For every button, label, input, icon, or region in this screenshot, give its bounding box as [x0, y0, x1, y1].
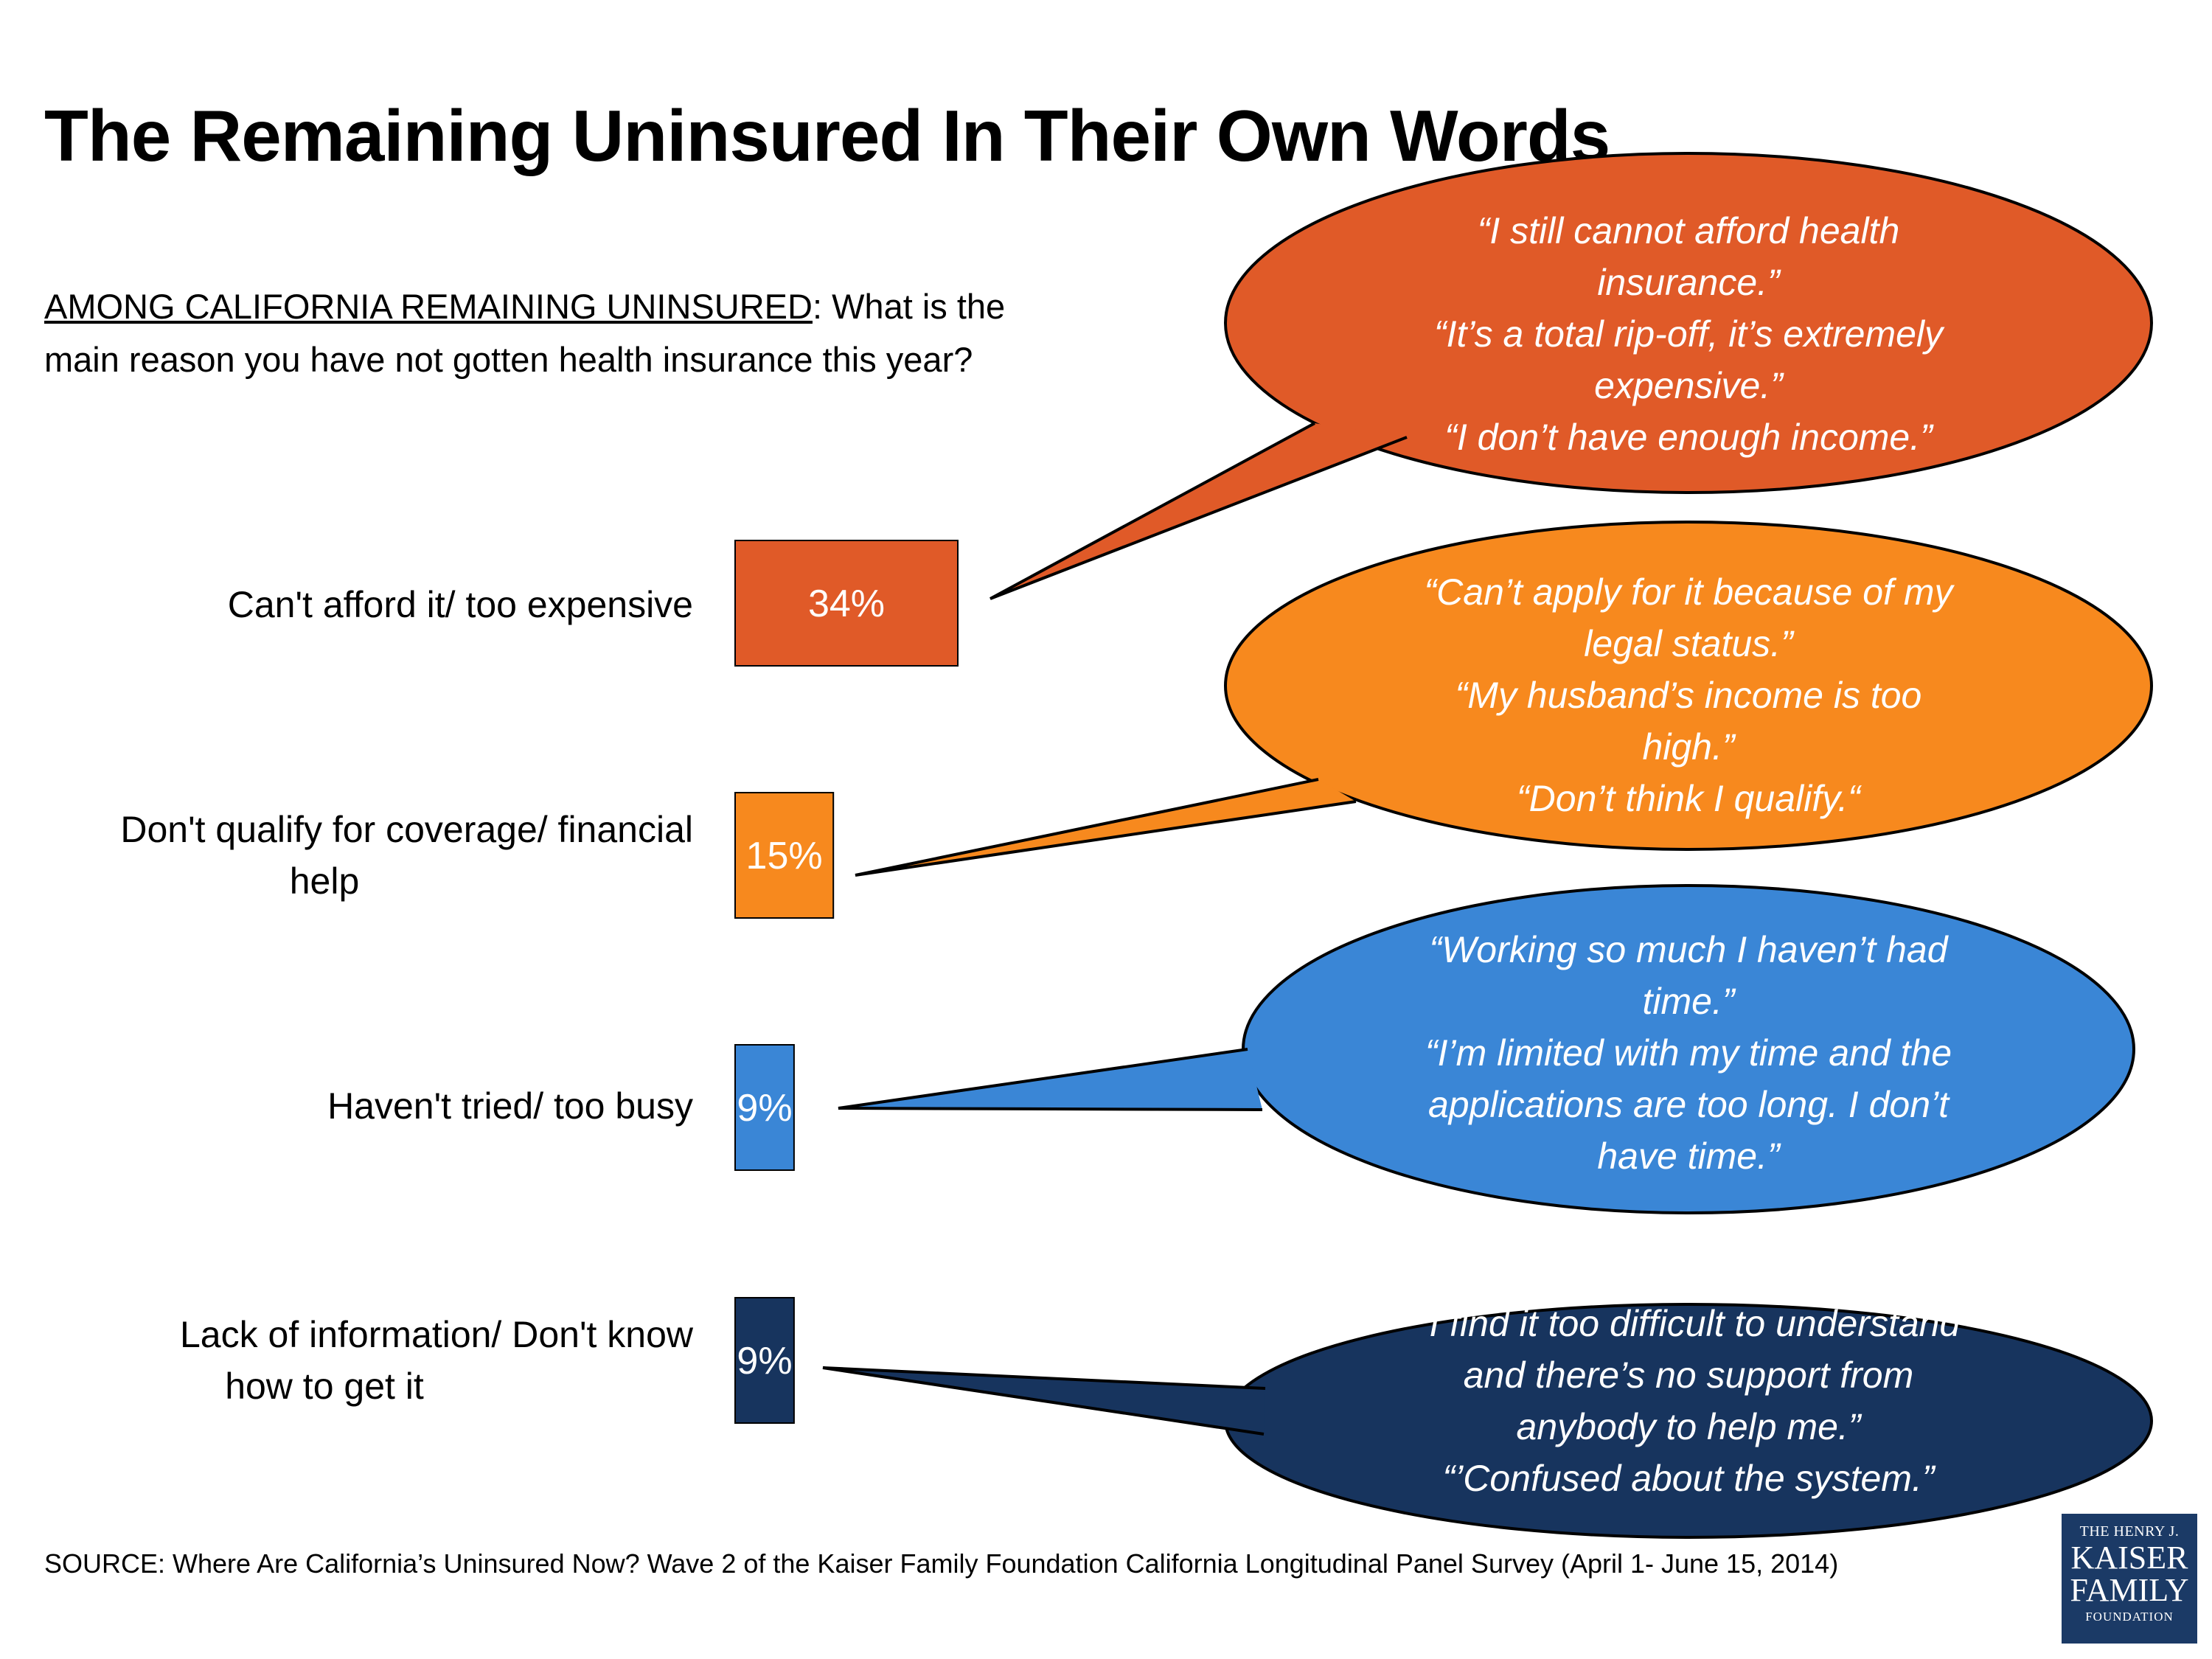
- category-label-line: Can't afford it/ too expensive: [227, 584, 693, 625]
- question-text: : What is the main reason you have not g…: [44, 287, 1006, 379]
- bar-value-label: 9%: [737, 1340, 792, 1382]
- speech-bubble-tail: [990, 423, 1407, 599]
- quote-line: applications are too long. I don’t: [1427, 1084, 1950, 1125]
- category-label-line: how to get it: [225, 1366, 424, 1407]
- speech-bubble-tail-outline: [990, 422, 1408, 600]
- logo-line: FAMILY: [2070, 1572, 2189, 1608]
- category-label-line: Don't qualify for coverage/ financial: [120, 809, 693, 850]
- quote-line: high.”: [1642, 726, 1735, 768]
- bar-value-label: 15%: [746, 835, 823, 877]
- speech-bubble-tail-outline: [822, 1366, 1266, 1436]
- speech-bubble-tail: [855, 779, 1356, 875]
- kaiser-family-foundation-logo: THE HENRY J. KAISER FAMILY FOUNDATION: [2062, 1514, 2197, 1644]
- survey-question: AMONG CALIFORNIA REMAINING UNINSURED: Wh…: [44, 280, 1032, 386]
- bars: 34% 15% 9% 9%: [734, 540, 959, 1424]
- logo-line: THE HENRY J.: [2079, 1523, 2180, 1540]
- logo-line: KAISER: [2070, 1540, 2188, 1576]
- quote-block-lack-info: “I find it too difficult to understand a…: [1312, 1298, 2065, 1504]
- quote-line: “I find it too difficult to understand: [1416, 1303, 1961, 1344]
- speech-bubble-havent-tried: [838, 884, 2135, 1214]
- quote-line: “Don’t think I qualify.“: [1517, 778, 1860, 819]
- source-note: SOURCE: Where Are California’s Uninsured…: [44, 1548, 1839, 1579]
- quote-line: “Working so much I haven’t had: [1429, 929, 1948, 970]
- quote-line: expensive.”: [1594, 365, 1783, 406]
- quote-line: insurance.”: [1597, 262, 1780, 303]
- quote-line: “I still cannot afford health: [1477, 210, 1900, 251]
- quote-block-dont-qualify: “Can’t apply for it because of my legal …: [1312, 566, 2065, 824]
- bar-havent-tried: [734, 1044, 795, 1171]
- category-label-cant-afford: Can't afford it/ too expensive: [0, 579, 693, 630]
- speech-bubbles: [822, 152, 2153, 1539]
- quote-block-havent-tried: “Working so much I haven’t had time.” “I…: [1312, 924, 2065, 1182]
- quote-line: “Can’t apply for it because of my: [1424, 571, 1953, 613]
- speech-bubble-tail: [838, 1049, 1262, 1110]
- speech-bubble-lack-info: [822, 1303, 2153, 1539]
- bar-value-label: 34%: [808, 582, 885, 625]
- category-label-line: help: [289, 860, 360, 902]
- quote-line: “My husband’s income is too: [1455, 675, 1922, 716]
- speech-bubble-dont-qualify: [855, 521, 2153, 877]
- bar-value-label: 9%: [737, 1087, 792, 1130]
- quote-line: and there’s no support from: [1463, 1354, 1914, 1396]
- category-label-havent-tried: Haven't tried/ too busy: [0, 1080, 693, 1132]
- speech-bubble-tail-outline: [838, 1048, 1263, 1111]
- quote-line: “I’m limited with my time and the: [1425, 1032, 1952, 1074]
- speech-bubble-cant-afford: [990, 152, 2153, 600]
- speech-bubble-body: [1224, 152, 2153, 494]
- question-lead: AMONG CALIFORNIA REMAINING UNINSURED: [44, 287, 813, 326]
- bar-cant-afford: [734, 540, 959, 667]
- category-label-line: Lack of information/ Don't know: [180, 1314, 693, 1355]
- quote-line: “I don’t have enough income.”: [1444, 417, 1933, 458]
- bar-lack-info: [734, 1297, 795, 1424]
- quote-block-cant-afford: “I still cannot afford health insurance.…: [1312, 205, 2065, 463]
- page-title: The Remaining Uninsured In Their Own Wor…: [44, 95, 1610, 176]
- speech-bubble-body: [1224, 521, 2153, 851]
- bar-dont-qualify: [734, 792, 835, 919]
- quote-line: have time.”: [1597, 1135, 1780, 1177]
- quote-line: legal status.”: [1584, 623, 1793, 664]
- speech-bubble-tail-outline: [855, 778, 1357, 877]
- quote-line: time.”: [1642, 981, 1735, 1022]
- quote-line: “’Confused about the system.”: [1442, 1458, 1935, 1499]
- category-label-dont-qualify: Don't qualify for coverage/ financial he…: [0, 804, 693, 907]
- quote-line: anybody to help me.”: [1516, 1406, 1861, 1447]
- quote-line: “It’s a total rip-off, it’s extremely: [1433, 313, 1944, 355]
- logo-line: FOUNDATION: [2085, 1610, 2174, 1624]
- category-label-lack-info: Lack of information/ Don't know how to g…: [0, 1309, 693, 1412]
- category-label-line: Haven't tried/ too busy: [327, 1085, 693, 1127]
